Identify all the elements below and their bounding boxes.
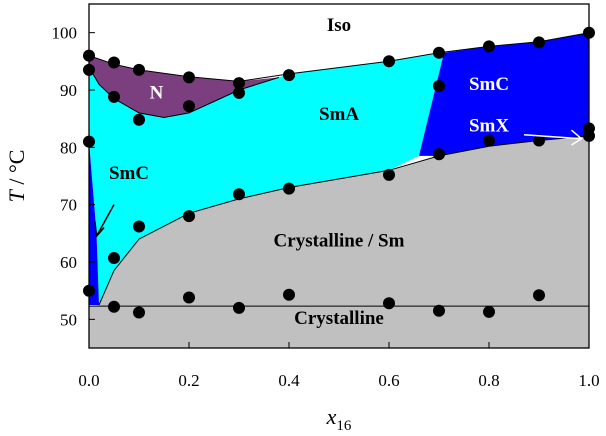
x-tick-label: 1.0 bbox=[578, 371, 599, 390]
data-point bbox=[433, 304, 445, 317]
region-labels: Iso N SmA SmC SmX SmC Crystalline / Sm Crystall… bbox=[94, 15, 583, 329]
y-tick-label: 50 bbox=[60, 310, 77, 329]
x-axis-label: x16 bbox=[326, 404, 352, 434]
arrowhead-smx bbox=[571, 129, 583, 146]
plot-frame bbox=[88, 3, 590, 349]
data-point bbox=[108, 56, 120, 69]
data-point bbox=[233, 86, 245, 99]
arrowhead-smc-left bbox=[94, 221, 105, 238]
region-smc-right bbox=[419, 32, 589, 156]
arrow-smx bbox=[523, 133, 582, 140]
data-point bbox=[533, 36, 545, 49]
data-point bbox=[483, 134, 495, 147]
region-label: SmX bbox=[469, 115, 509, 136]
data-point bbox=[483, 305, 495, 318]
x-tick-label: 0.4 bbox=[278, 371, 300, 390]
boundary-n-sma bbox=[88, 66, 280, 119]
region-crystalline bbox=[89, 306, 589, 348]
region-label: SmC bbox=[469, 74, 509, 95]
region-crystalline-sm bbox=[89, 135, 589, 307]
y-tick-label: 80 bbox=[60, 138, 77, 157]
region-smc-left bbox=[89, 141, 99, 305]
x-tick-label: 0.0 bbox=[78, 371, 99, 390]
data-point bbox=[433, 46, 445, 59]
y-axis-label: T / °C bbox=[4, 150, 29, 203]
x-tick-label: 0.8 bbox=[478, 371, 499, 390]
data-point bbox=[108, 300, 120, 313]
y-tick-label: 90 bbox=[60, 81, 77, 100]
region-sma bbox=[89, 52, 444, 306]
data-point bbox=[433, 80, 445, 92]
axis-titles: x16 T / °C bbox=[4, 150, 352, 434]
region-label: Iso bbox=[327, 15, 351, 36]
axis-ticks: 0.0 0.2 0.4 0.6 0.8 1.0 50 60 70 80 90 100 bbox=[52, 24, 600, 390]
region-label: SmA bbox=[319, 104, 359, 125]
x-tick-label: 0.6 bbox=[378, 371, 399, 390]
data-point bbox=[233, 188, 245, 201]
data-point bbox=[233, 301, 245, 314]
data-point bbox=[283, 69, 295, 82]
data-point bbox=[183, 210, 195, 223]
y-tick-label: 60 bbox=[60, 253, 77, 272]
y-tick-label: 70 bbox=[60, 196, 77, 215]
data-point bbox=[383, 297, 395, 310]
data-point bbox=[383, 168, 395, 181]
data-point bbox=[533, 289, 545, 302]
data-point bbox=[383, 55, 395, 68]
x-tick-label: 0.2 bbox=[178, 371, 199, 390]
data-point bbox=[183, 100, 195, 113]
data-point bbox=[283, 288, 295, 301]
data-point bbox=[108, 90, 120, 103]
arrow-smc-left bbox=[95, 204, 115, 237]
region-label: Crystalline bbox=[294, 308, 384, 329]
data-point bbox=[133, 220, 145, 233]
region-label: N bbox=[150, 83, 164, 104]
data-point bbox=[133, 63, 145, 76]
data-point bbox=[183, 291, 195, 304]
data-point bbox=[108, 252, 120, 264]
data-point bbox=[483, 40, 495, 53]
region-label: SmC bbox=[109, 163, 149, 184]
data-point bbox=[433, 148, 445, 161]
y-tick-label: 100 bbox=[52, 24, 78, 43]
data-point bbox=[133, 113, 145, 126]
data-point bbox=[133, 306, 145, 319]
region-label: Crystalline / Sm bbox=[274, 231, 405, 252]
data-point bbox=[283, 182, 295, 195]
data-point bbox=[233, 77, 245, 90]
data-point bbox=[183, 71, 195, 84]
phase-regions bbox=[89, 32, 589, 348]
data-point bbox=[533, 134, 545, 147]
